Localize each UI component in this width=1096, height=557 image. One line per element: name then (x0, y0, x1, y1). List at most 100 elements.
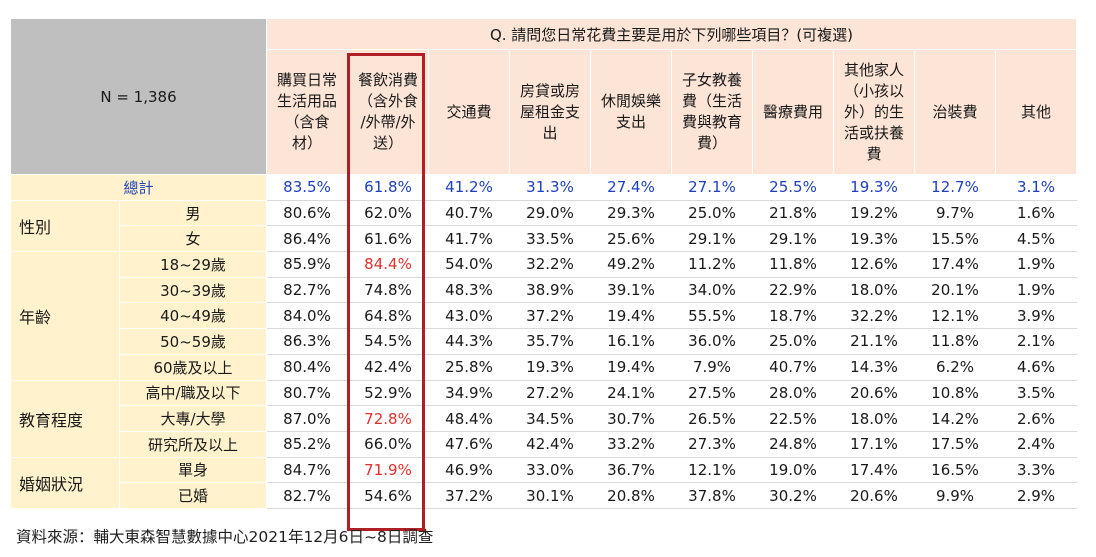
total-value-cell: 83.5% (266, 174, 348, 201)
value-cell: 61.6% (347, 225, 429, 253)
source-note: 資料來源：輔大東森智慧數據中心2021年12月6日~8日調查 (16, 528, 434, 546)
column-header-10: 其他 (995, 49, 1077, 175)
value-cell: 27.3% (671, 430, 753, 458)
row-label: 女 (119, 225, 267, 253)
value-cell: 55.5% (671, 302, 753, 330)
value-cell: 35.7% (509, 328, 591, 355)
value-cell: 24.8% (752, 430, 834, 458)
value-cell: 39.1% (590, 276, 672, 304)
column-header-line: 生活用品 (276, 92, 337, 110)
value-cell: 11.2% (671, 251, 753, 278)
value-cell: 38.9% (509, 276, 591, 304)
value-cell: 80.4% (266, 353, 348, 381)
column-header-line: （含食 (284, 113, 330, 131)
value-cell: 20.8% (590, 482, 672, 509)
value-cell: 25.0% (671, 199, 753, 227)
row-label: 單身 (119, 456, 267, 484)
column-header-line: 屋租金支 (519, 102, 580, 121)
value-cell: 22.5% (752, 405, 834, 432)
table-row: 30~39歲 82.7% 74.8% 48.3% 38.9% 39.1% 34.0% 22.9… (11, 276, 1077, 304)
value-cell: 32.2% (833, 302, 915, 330)
value-cell: 12.1% (914, 302, 996, 330)
value-cell: 6.2% (914, 353, 996, 381)
column-header-line: 餐飲消費 (357, 71, 418, 89)
value-cell: 3.3% (995, 456, 1077, 484)
value-cell: 48.3% (428, 276, 510, 304)
table-row: 年齡 18~29歲 85.9% 84.4% 54.0% 32.2% 49.2% 11.2% 11… (10, 251, 1077, 381)
value-cell: 1.9% (995, 276, 1077, 304)
row-label: 50~59歲 (119, 328, 267, 355)
value-cell: 64.8% (347, 302, 429, 330)
value-cell: 29.1% (752, 225, 834, 253)
value-cell: 3.9% (995, 302, 1077, 330)
value-cell: 36.0% (671, 328, 753, 355)
table-row: 性別男 80.6% 62.0% 40.7% 29.0% 29.3% 25.0% 21.8% 19… (10, 199, 1077, 253)
value-cell: 19.2% (833, 199, 915, 227)
value-cell: 54.0% (428, 251, 510, 278)
column-header-7: 醫療費用 (752, 49, 834, 175)
row-label: 40~49歲 (119, 302, 267, 330)
value-cell: 30.2% (752, 482, 834, 509)
value-cell: 18.0% (833, 276, 915, 304)
value-cell: 47.6% (428, 430, 510, 458)
row-label: 60歲及以上 (119, 353, 267, 381)
table-row: 60歲及以上 80.4% 42.4% 25.8% 19.3% 19.4% 7.9% 40.7%… (11, 353, 1077, 381)
value-cell: 2.6% (995, 405, 1077, 432)
value-cell: 33.5% (509, 225, 591, 253)
value-cell: 20.6% (833, 379, 915, 407)
group-label: 婚姻狀況 (10, 456, 120, 509)
value-cell: 25.0% (752, 328, 834, 355)
column-header-line: 送） (372, 134, 403, 152)
value-cell: 84.7% (266, 456, 348, 484)
column-header-line: （小孩以 (843, 81, 904, 100)
value-cell: 42.4% (347, 353, 429, 381)
column-header-9: 治裝費 (914, 49, 996, 175)
value-cell: 41.7% (428, 225, 510, 253)
column-header-6: 子女教養 費（生活 費與教育 費） (671, 49, 753, 175)
value-cell: 17.5% (914, 430, 996, 458)
survey-table: N = 1,386 Q. 請問您日常花費主要是用於下列哪些項目？(可複選) 購買… (10, 18, 1077, 509)
column-header-line: 材） (291, 134, 322, 152)
column-header-line: 子女教養 (681, 71, 742, 89)
value-cell: 17.4% (914, 251, 996, 278)
value-cell: 17.4% (833, 456, 915, 484)
group-label: 性別 (10, 199, 120, 253)
value-cell: 30.7% (590, 405, 672, 432)
value-cell: 16.5% (914, 456, 996, 484)
group-label: 教育程度 (10, 379, 120, 458)
value-cell: 54.5% (347, 328, 429, 355)
value-cell: 33.2% (590, 430, 672, 458)
value-cell: 82.7% (266, 482, 348, 509)
column-header-1: 購買日常 生活用品 （含食 材） (266, 49, 348, 175)
value-cell: 21.1% (833, 328, 915, 355)
column-header-line: 房貸或房 (519, 81, 580, 100)
column-header-line: 出 (542, 123, 558, 142)
row-label: 大專/大學 (119, 405, 267, 432)
value-cell: 27.5% (671, 379, 753, 407)
value-cell: 34.5% (509, 405, 591, 432)
column-header-line: 休閒娛樂 (600, 92, 661, 110)
value-cell: 85.2% (266, 430, 348, 458)
total-value-cell: 3.1% (995, 174, 1077, 201)
column-header-line: （含外食 (357, 92, 418, 110)
value-cell: 21.8% (752, 199, 834, 227)
value-cell: 9.7% (914, 199, 996, 227)
sample-size-label: N = 1,386 (10, 18, 267, 175)
value-cell: 62.0% (347, 199, 429, 227)
total-value-cell: 12.7% (914, 174, 996, 201)
value-cell: 84.0% (266, 302, 348, 330)
column-header-line: 活或扶養 (843, 123, 904, 142)
value-cell: 2.1% (995, 328, 1077, 355)
value-cell: 22.9% (752, 276, 834, 304)
total-value-cell: 19.3% (833, 174, 915, 201)
survey-table-body: N = 1,386 Q. 請問您日常花費主要是用於下列哪些項目？(可複選) 購買… (10, 18, 1077, 509)
value-cell: 14.2% (914, 405, 996, 432)
value-cell: 19.0% (752, 456, 834, 484)
value-cell: 3.5% (995, 379, 1077, 407)
value-cell: 80.7% (266, 379, 348, 407)
value-cell: 44.3% (428, 328, 510, 355)
column-header-line: 外）的生 (843, 102, 904, 121)
value-cell: 14.3% (833, 353, 915, 381)
value-cell: 18.0% (833, 405, 915, 432)
value-cell: 32.2% (509, 251, 591, 278)
